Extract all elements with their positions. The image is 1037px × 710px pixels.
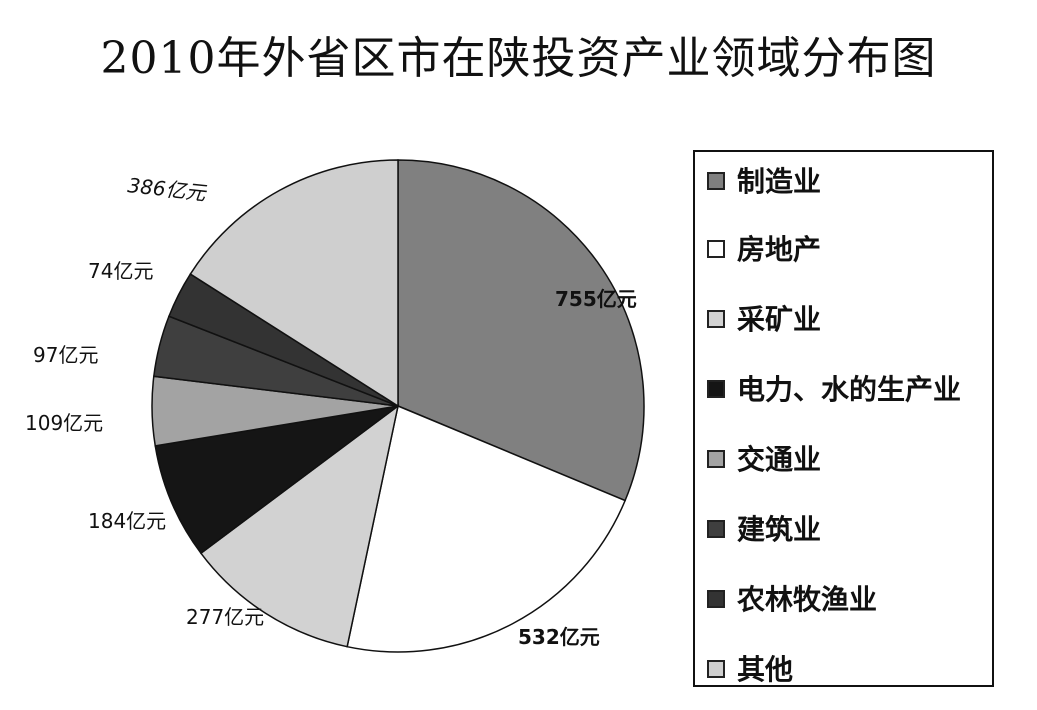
legend-label: 电力、水的生产业 bbox=[737, 373, 962, 406]
data-label-3: 184亿元 bbox=[88, 509, 166, 533]
pie-slices bbox=[151, 159, 645, 653]
legend-swatch bbox=[707, 450, 725, 468]
legend-label: 农林牧渔业 bbox=[737, 583, 878, 616]
pie-slice-7 bbox=[189, 159, 399, 408]
data-label-2: 277亿元 bbox=[186, 605, 264, 629]
legend-swatch bbox=[707, 172, 725, 190]
legend-swatch bbox=[707, 380, 725, 398]
pie-slice-2 bbox=[199, 404, 400, 648]
legend-swatch bbox=[707, 520, 725, 538]
pie-slice-3 bbox=[154, 405, 399, 555]
legend-label: 采矿业 bbox=[737, 303, 822, 336]
legend-label: 其他 bbox=[737, 653, 794, 686]
pie-data-labels: 755亿元 532亿元 277亿元 184亿元 109亿元 97亿元 74亿元 386亿元 bbox=[25, 173, 637, 649]
data-label-4: 109亿元 bbox=[25, 411, 103, 435]
data-label-1: 532亿元 bbox=[518, 625, 600, 649]
legend-swatch bbox=[707, 240, 725, 258]
chart-title: 2010年外省区市在陕投资产业领域分布图 bbox=[100, 33, 937, 84]
legend: 制造业房地产采矿业电力、水的生产业 交通业建筑业农林牧渔业其他 bbox=[693, 150, 994, 687]
pie-slice-1 bbox=[346, 404, 627, 653]
legend-label: 制造业 bbox=[737, 165, 822, 198]
legend-label: 交通业 bbox=[737, 443, 822, 476]
pie-slice-0 bbox=[397, 159, 645, 502]
legend-swatch bbox=[707, 660, 725, 678]
legend-label: 建筑业 bbox=[737, 513, 822, 546]
legend-swatch bbox=[707, 590, 725, 608]
legend-swatch bbox=[707, 310, 725, 328]
data-label-7: 386亿元 bbox=[126, 173, 208, 205]
legend-label: 房地产 bbox=[737, 233, 822, 266]
data-label-0: 755亿元 bbox=[555, 287, 637, 311]
data-label-5: 97亿元 bbox=[33, 343, 98, 367]
data-label-6: 74亿元 bbox=[88, 259, 153, 283]
